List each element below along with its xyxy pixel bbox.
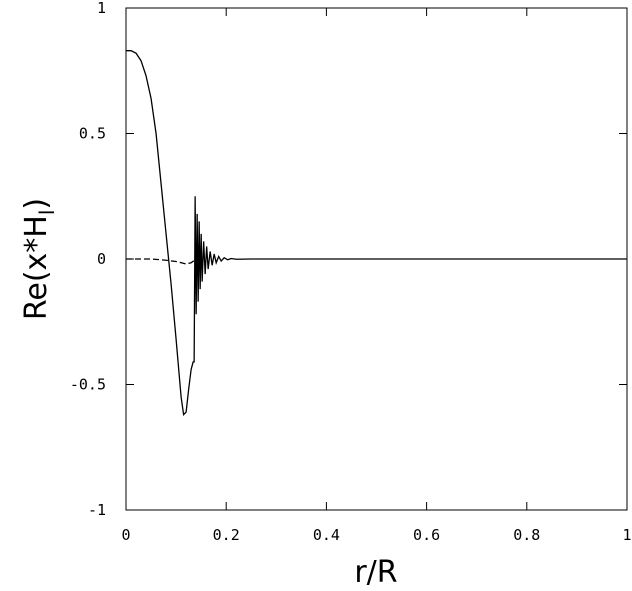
x-tick-label: 0.6 bbox=[413, 526, 440, 544]
x-tick-label: 0.8 bbox=[513, 526, 540, 544]
x-tick-label: 0.4 bbox=[313, 526, 340, 544]
y-tick-label: -0.5 bbox=[70, 376, 106, 394]
x-axis-label: r/R bbox=[354, 555, 397, 590]
y-label-close: ) bbox=[19, 198, 54, 210]
data-line bbox=[126, 50, 627, 417]
y-label-main: Re(x*H bbox=[19, 215, 54, 320]
data-line bbox=[126, 258, 197, 265]
y-tick-label: 1 bbox=[97, 0, 106, 17]
x-tick-label: 1 bbox=[622, 526, 631, 544]
x-tick-label: 0.2 bbox=[213, 526, 240, 544]
x-tick-label: 0 bbox=[121, 526, 130, 544]
y-axis-label: Re(x*Hl) bbox=[19, 198, 59, 320]
y-tick-label: 0.5 bbox=[79, 125, 106, 143]
y-tick-label: 0 bbox=[97, 250, 106, 268]
y-tick-label: -1 bbox=[88, 501, 106, 519]
y-label-sub: l bbox=[35, 210, 59, 216]
